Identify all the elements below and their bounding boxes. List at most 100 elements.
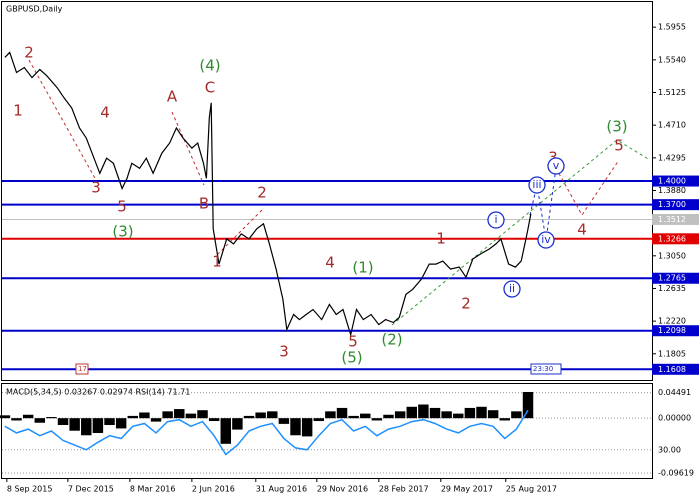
projection bbox=[555, 159, 620, 216]
level-label-box bbox=[652, 233, 699, 245]
y-tick-label: 0.04491 bbox=[658, 388, 691, 397]
macd-bar bbox=[46, 417, 57, 419]
macd-bar bbox=[243, 415, 255, 419]
y-tick-label: 0.00000 bbox=[658, 414, 691, 423]
level-label: 1.4000 bbox=[658, 177, 686, 186]
projection bbox=[529, 167, 557, 241]
wave-label: 3 bbox=[548, 149, 558, 167]
macd-bar bbox=[0, 415, 11, 419]
wave-label: (5) bbox=[341, 349, 362, 367]
wave-label: 4 bbox=[577, 221, 587, 239]
wave-label: 3 bbox=[91, 179, 101, 197]
wave-label: i bbox=[494, 213, 497, 226]
wave-label: 4 bbox=[100, 104, 110, 122]
x-tick-label: 8 Mar 2016 bbox=[130, 485, 176, 494]
level-label-box bbox=[652, 199, 699, 211]
macd-bar bbox=[139, 412, 150, 419]
x-tick-label: 31 Aug 2016 bbox=[256, 485, 307, 494]
wave-label: ii bbox=[509, 282, 515, 295]
level-label: 1.3266 bbox=[658, 234, 686, 243]
macd-bar bbox=[34, 418, 46, 423]
indicator-panel bbox=[1, 383, 653, 479]
y-tick-label: 1.5540 bbox=[658, 55, 686, 64]
macd-bar bbox=[429, 407, 441, 419]
x-tick-label: 28 Feb 2017 bbox=[379, 485, 429, 494]
macd-bar bbox=[185, 413, 197, 419]
y-tick-label: 1.3050 bbox=[658, 251, 686, 260]
wave-label: B bbox=[199, 195, 209, 213]
wave-label: C bbox=[205, 79, 215, 97]
macd-bar bbox=[499, 418, 510, 421]
indicator-title: MACD(5,34,5) 0.03267 0.02974 RSI(14) 71.… bbox=[6, 388, 190, 397]
macd-bar bbox=[383, 414, 394, 419]
macd-bar bbox=[220, 418, 232, 444]
wave-label: v bbox=[553, 159, 560, 172]
macd-bar bbox=[325, 411, 336, 419]
price-line bbox=[4, 51, 532, 338]
y-tick-label: 1.4710 bbox=[658, 121, 686, 130]
wave-label: 2 bbox=[24, 44, 34, 62]
macd-bar bbox=[336, 407, 348, 419]
marker-label: 17 bbox=[78, 365, 87, 373]
macd-bar bbox=[313, 418, 324, 422]
wave-label: 3 bbox=[279, 343, 289, 361]
y-tick-label: 1.4295 bbox=[658, 153, 686, 162]
y-tick-label: -0.09619 bbox=[658, 468, 694, 477]
level-label-box bbox=[652, 213, 699, 225]
macd-bar bbox=[476, 406, 487, 419]
macd-bar bbox=[22, 414, 34, 419]
x-tick-label: 2 Jun 2016 bbox=[192, 485, 235, 494]
macd-bar bbox=[150, 418, 162, 422]
level-label: 1.3512 bbox=[658, 215, 686, 224]
y-tick-label: 1.5955 bbox=[658, 23, 686, 32]
wave-circle bbox=[528, 176, 546, 194]
x-tick-label: 7 Dec 2015 bbox=[68, 485, 114, 494]
wave-label: (3) bbox=[112, 223, 133, 241]
macd-bar bbox=[394, 411, 406, 419]
marker-box bbox=[530, 363, 562, 375]
rsi-line bbox=[4, 409, 529, 456]
wave-label: (4) bbox=[199, 57, 220, 75]
y-tick-label: 1.5125 bbox=[658, 88, 686, 97]
x-tick-label: 25 Aug 2017 bbox=[506, 485, 557, 494]
macd-bar bbox=[464, 407, 476, 419]
wave-label: (3) bbox=[606, 118, 627, 136]
macd-bar bbox=[81, 418, 92, 436]
wave-circle bbox=[547, 157, 565, 175]
level-label-box bbox=[652, 175, 699, 187]
macd-bar bbox=[522, 391, 534, 419]
macd-bar bbox=[208, 418, 220, 422]
projection bbox=[216, 209, 263, 256]
y-tick-label: 30.00 bbox=[658, 445, 681, 454]
macd-bar bbox=[290, 418, 301, 436]
level-label: 1.1608 bbox=[658, 365, 686, 374]
y-tick-label: 1.2220 bbox=[658, 317, 686, 326]
y-tick-label: 1.1805 bbox=[658, 349, 686, 358]
macd-bar bbox=[104, 418, 115, 426]
level-label: 1.2765 bbox=[658, 274, 686, 283]
macd-bar bbox=[174, 409, 185, 419]
marker-box bbox=[75, 363, 89, 375]
macd-bar bbox=[418, 404, 429, 419]
wave-label: (1) bbox=[352, 259, 373, 277]
macd-bar bbox=[11, 418, 22, 421]
macd-bar bbox=[453, 413, 464, 419]
marker-label: 23:30 bbox=[533, 365, 553, 373]
macd-bar bbox=[487, 410, 499, 419]
projection bbox=[391, 139, 651, 326]
macd-bar bbox=[255, 412, 266, 419]
level-label-box bbox=[652, 272, 699, 284]
macd-bar bbox=[197, 410, 208, 419]
macd-bar bbox=[232, 418, 243, 430]
macd-bar bbox=[57, 418, 69, 426]
wave-circle bbox=[503, 280, 521, 298]
wave-label: 1 bbox=[13, 102, 23, 120]
macd-bar bbox=[69, 418, 80, 431]
macd-bar bbox=[278, 418, 290, 424]
macd-bar bbox=[127, 415, 139, 419]
wave-label: 2 bbox=[461, 295, 471, 313]
projection bbox=[28, 59, 97, 181]
price-panel bbox=[1, 1, 653, 381]
wave-label: 5 bbox=[614, 137, 624, 155]
